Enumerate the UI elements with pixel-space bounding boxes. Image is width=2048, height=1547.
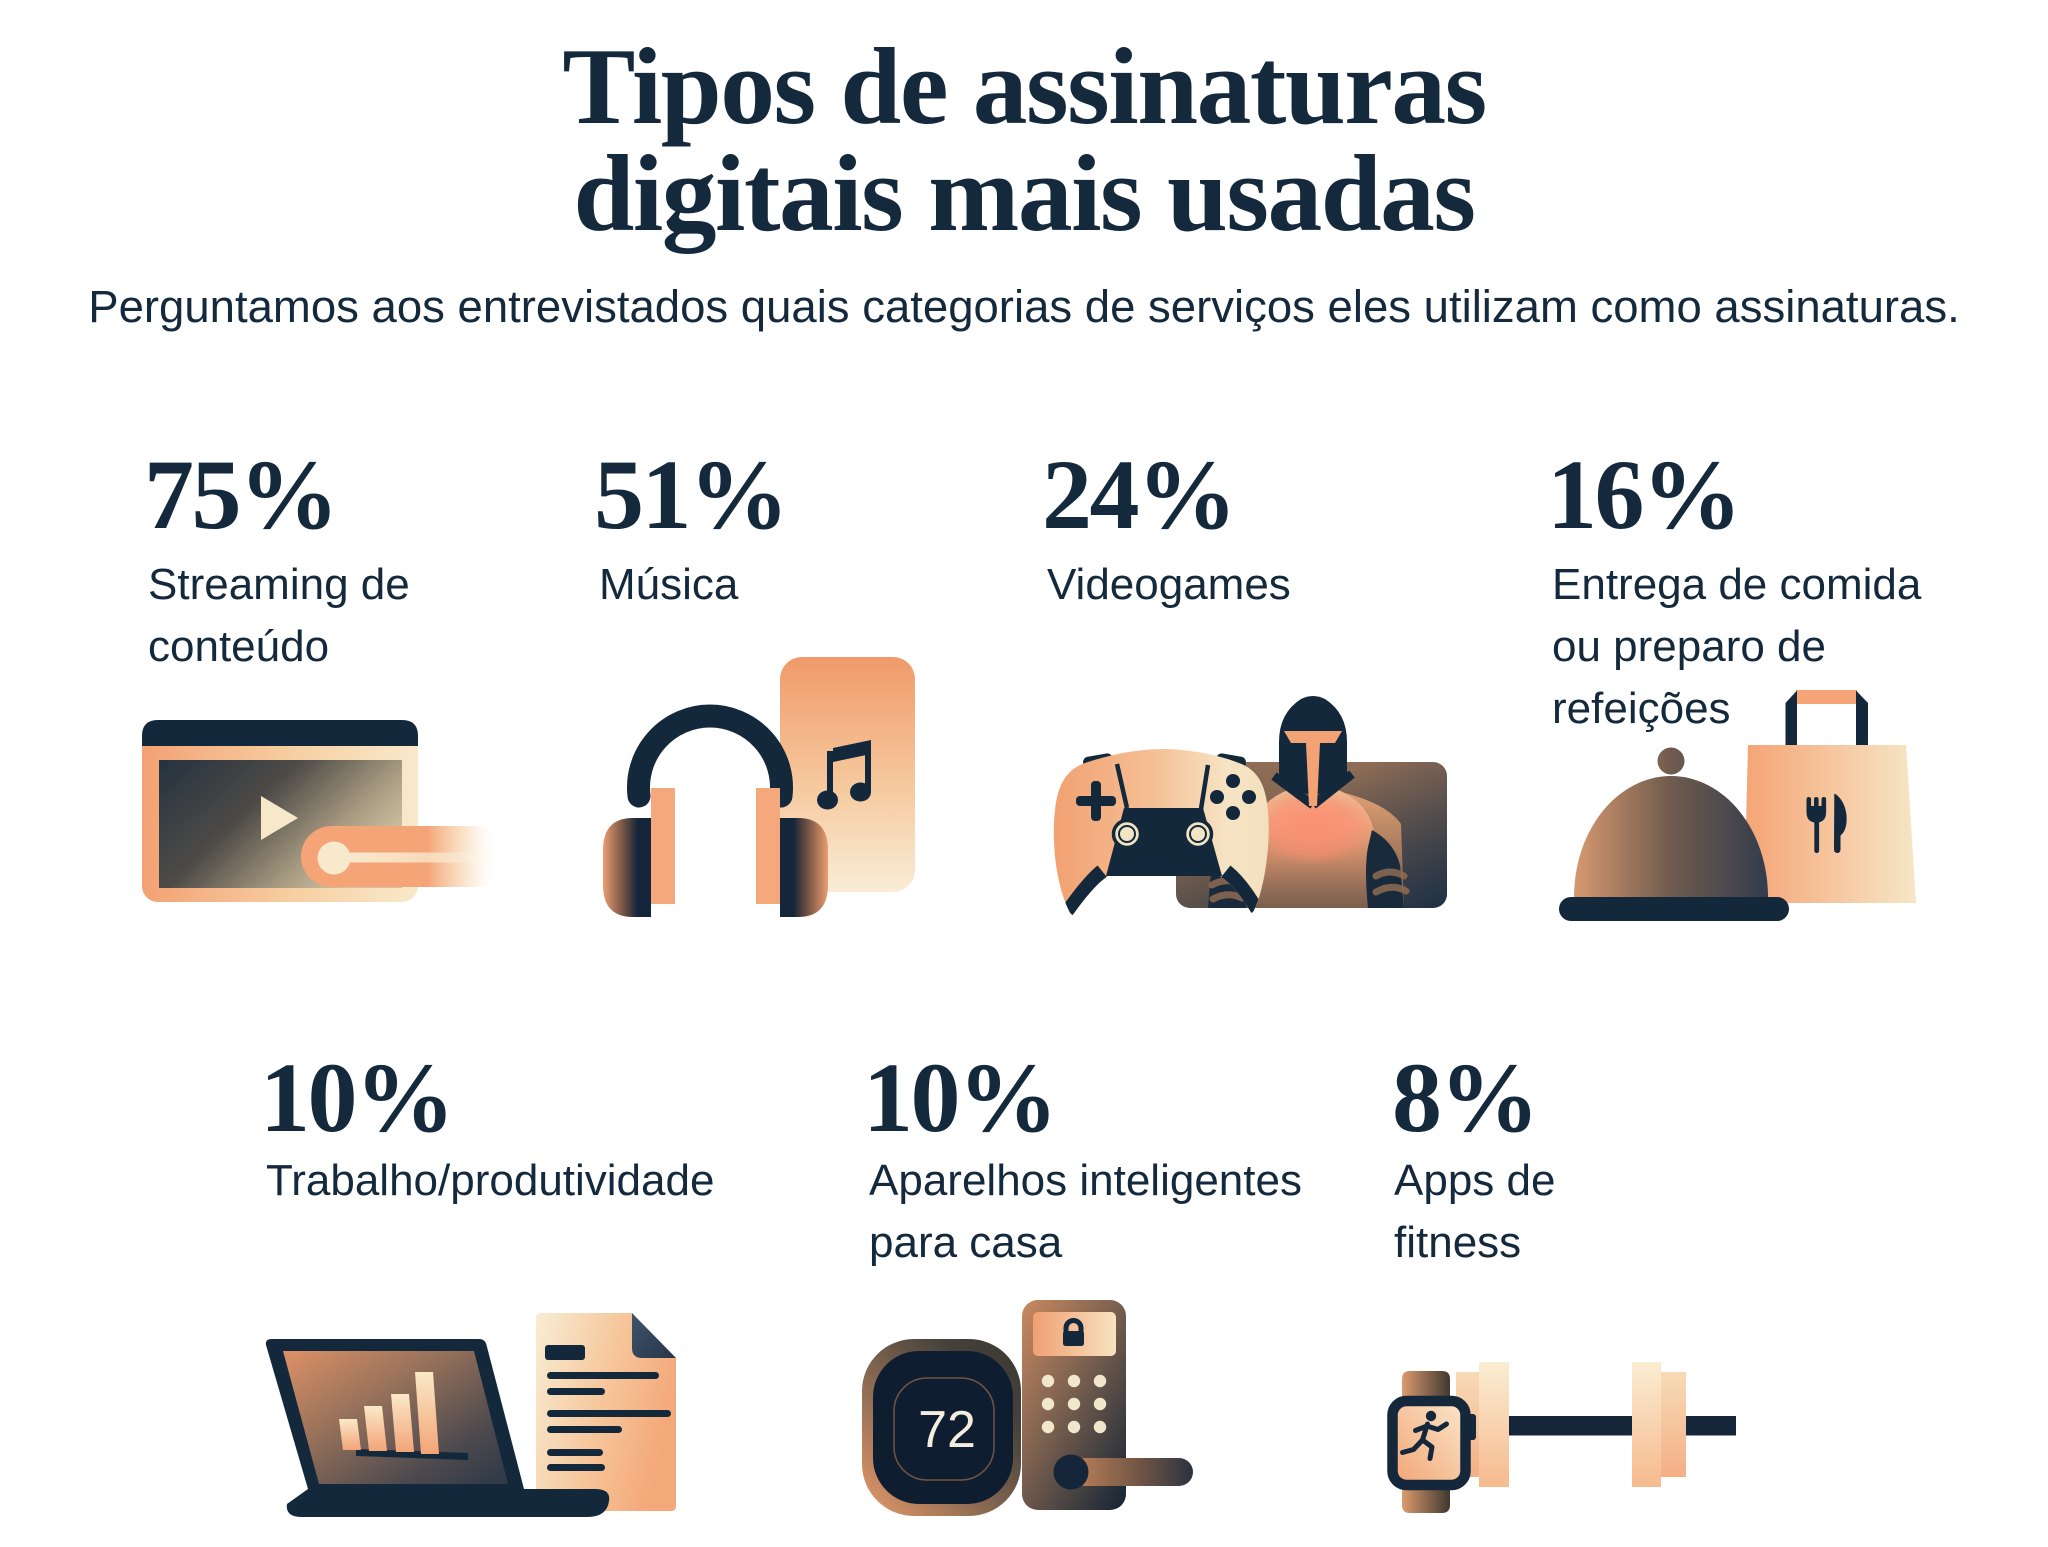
svg-text:72: 72 (918, 1401, 976, 1459)
